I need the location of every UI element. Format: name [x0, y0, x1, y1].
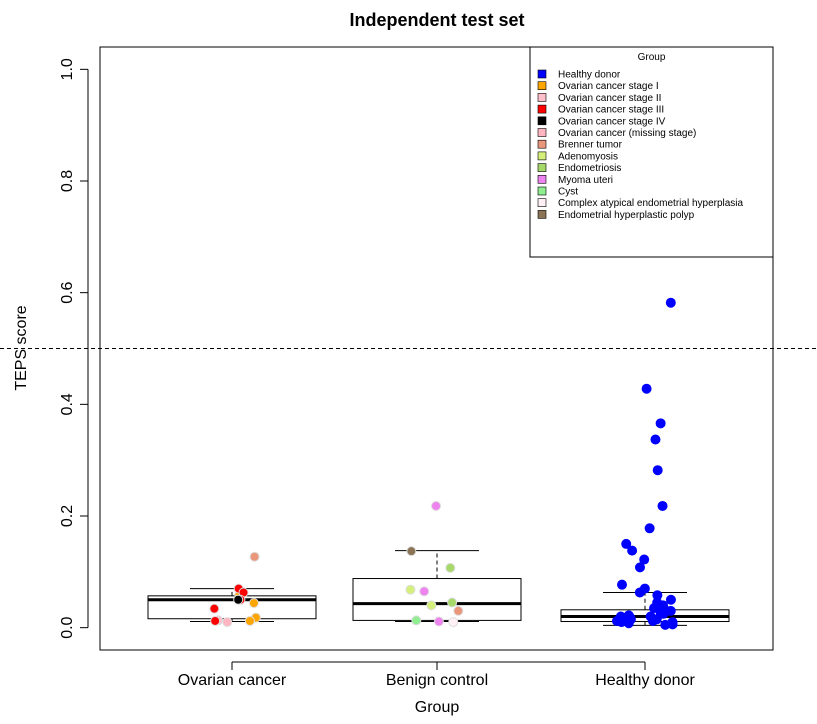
data-point [248, 598, 259, 609]
data-point [655, 418, 666, 429]
data-point [222, 617, 233, 628]
x-tick-label: Healthy donor [595, 672, 695, 689]
data-point [445, 562, 456, 573]
legend-label: Ovarian cancer stage IV [558, 116, 666, 127]
data-point [625, 612, 636, 623]
data-point [419, 586, 430, 597]
legend-swatch [537, 163, 547, 172]
data-point [448, 617, 459, 628]
legend-label: Myoma uteri [558, 175, 613, 186]
legend-swatch [537, 93, 547, 102]
legend-swatch [537, 198, 547, 207]
legend-swatch [537, 210, 547, 219]
data-point [411, 615, 422, 626]
legend-label: Cyst [558, 187, 578, 198]
x-tick-label: Benign control [386, 672, 488, 689]
data-point [665, 297, 676, 308]
data-point [426, 600, 437, 611]
y-tick-label: 0.8 [59, 170, 76, 192]
y-tick-label: 0.6 [59, 281, 76, 303]
legend-swatch [537, 116, 547, 126]
legend-label: Endometrial hyperplastic polyp [558, 210, 695, 221]
data-point [447, 597, 458, 608]
legend-label: Healthy donor [558, 70, 621, 81]
data-point [249, 551, 260, 562]
data-point [244, 615, 255, 626]
chart-title: Independent test set [349, 10, 524, 30]
legend-swatch [537, 104, 547, 114]
legend-swatch [537, 128, 547, 137]
data-point [650, 434, 661, 445]
data-point [431, 500, 442, 511]
legend-label: Ovarian cancer stage II [558, 93, 661, 104]
y-tick-label: 0.2 [59, 505, 76, 527]
data-point [667, 617, 678, 628]
legend-box [529, 46, 774, 258]
legend-swatch [537, 81, 547, 90]
x-tick-label: Ovarian cancer [178, 672, 287, 689]
data-point [641, 383, 652, 394]
legend-swatch [537, 151, 547, 161]
legend-swatch [537, 175, 547, 184]
y-tick-label: 0.4 [59, 393, 76, 415]
data-point [453, 605, 464, 616]
legend-swatch [537, 139, 547, 149]
data-point [634, 562, 645, 573]
data-point [665, 605, 676, 616]
legend-label: Brenner tumor [558, 140, 623, 151]
legend-label: Ovarian cancer (missing stage) [558, 128, 696, 139]
box [147, 595, 317, 620]
data-point [645, 611, 656, 622]
legend-label: Endometriosis [558, 163, 621, 174]
legend-title: Group [638, 52, 666, 63]
x-axis-label: Group [415, 699, 460, 716]
y-tick-label: 0.0 [59, 616, 76, 638]
data-point [665, 594, 676, 605]
data-point [621, 538, 632, 549]
data-point [233, 594, 244, 605]
data-point [639, 554, 650, 565]
data-point [617, 579, 628, 590]
legend-swatch [537, 186, 547, 196]
box [352, 578, 522, 621]
data-point [652, 465, 663, 476]
y-axis-label: TEPS score [13, 305, 30, 390]
legend-label: Ovarian cancer stage III [558, 105, 664, 116]
data-point [433, 616, 444, 627]
y-tick-label: 1.0 [59, 58, 76, 80]
legend-swatch [537, 69, 547, 79]
data-point [405, 584, 416, 595]
data-point [210, 615, 221, 626]
data-point [209, 603, 220, 614]
legend-label: Ovarian cancer stage I [558, 81, 659, 92]
data-point [657, 500, 668, 511]
legend-label: Adenomyosis [558, 151, 618, 162]
data-point [406, 546, 417, 557]
legend-label: Complex atypical endometrial hyperplasia [558, 198, 744, 209]
data-point [627, 545, 638, 556]
data-point [634, 587, 645, 598]
data-point [644, 523, 655, 534]
data-point [656, 608, 667, 619]
